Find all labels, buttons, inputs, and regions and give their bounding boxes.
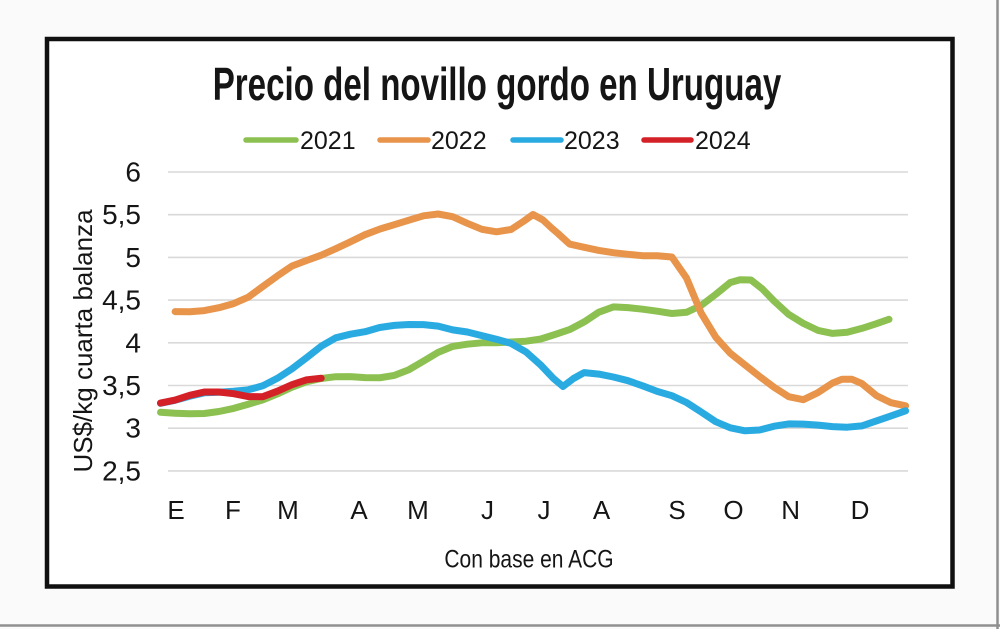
svg-text:D: D xyxy=(851,495,870,525)
svg-text:S: S xyxy=(668,495,685,525)
svg-text:M: M xyxy=(407,495,429,525)
svg-text:6: 6 xyxy=(125,157,141,188)
svg-text:Con base en ACG: Con base en ACG xyxy=(444,545,613,573)
svg-text:J: J xyxy=(481,495,494,525)
svg-text:A: A xyxy=(593,495,611,525)
svg-text:US$/kg cuarta balanza: US$/kg cuarta balanza xyxy=(68,209,98,473)
svg-text:N: N xyxy=(781,495,800,525)
svg-text:O: O xyxy=(723,495,743,525)
svg-text:4: 4 xyxy=(125,327,141,358)
svg-text:5,5: 5,5 xyxy=(102,199,141,230)
svg-text:3: 3 xyxy=(125,413,141,444)
svg-text:J: J xyxy=(538,495,551,525)
svg-text:F: F xyxy=(225,495,241,525)
svg-text:2022: 2022 xyxy=(431,127,487,155)
svg-text:A: A xyxy=(350,495,368,525)
svg-text:2,5: 2,5 xyxy=(102,455,141,486)
svg-text:2023: 2023 xyxy=(564,127,620,155)
svg-text:3,5: 3,5 xyxy=(102,370,141,401)
svg-text:M: M xyxy=(277,495,299,525)
svg-text:E: E xyxy=(167,495,184,525)
svg-text:4,5: 4,5 xyxy=(102,285,141,316)
svg-text:Precio del novillo gordo en Ur: Precio del novillo gordo en Uruguay xyxy=(213,60,782,110)
svg-text:5: 5 xyxy=(125,242,141,273)
svg-text:2024: 2024 xyxy=(695,127,751,155)
svg-text:2021: 2021 xyxy=(300,127,356,155)
